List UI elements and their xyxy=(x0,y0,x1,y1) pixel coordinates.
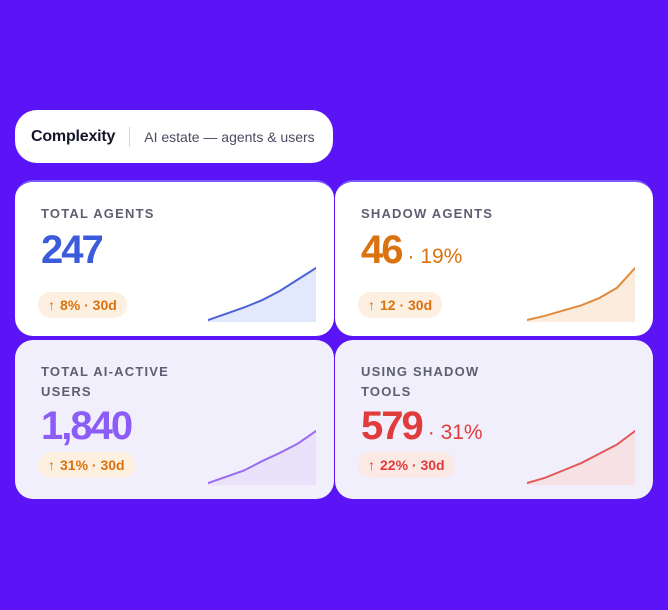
trend-badge: ↑ 12 · 30d xyxy=(358,292,443,318)
arrow-up-icon: ↑ xyxy=(48,457,55,473)
card-value: 46 xyxy=(361,228,403,272)
card-shadow-agents[interactable]: SHADOW AGENTS 46 · 19% ↑ 12 · 30d xyxy=(335,180,653,336)
card-label: TOTAL AGENTS xyxy=(41,206,155,221)
card-percentage: · 19% xyxy=(407,245,463,268)
card-value: 579 xyxy=(361,404,424,448)
arrow-up-icon: ↑ xyxy=(368,297,375,313)
sparkline-area xyxy=(527,268,635,322)
badge-text: 31% · 30d xyxy=(60,457,125,473)
header-pill: Complexity AI estate — agents & users xyxy=(15,110,333,163)
card-percentage: · 31% xyxy=(427,421,483,444)
arrow-up-icon: ↑ xyxy=(48,297,55,313)
sparkline-line xyxy=(208,430,316,484)
sparkline-line xyxy=(527,430,635,484)
header-divider xyxy=(129,126,131,147)
page-subtitle: AI estate — agents & users xyxy=(144,128,315,145)
value-row: 247 xyxy=(41,228,308,272)
sparkline-line xyxy=(208,267,316,321)
card-label: USING SHADOW TOOLS xyxy=(361,364,480,399)
sparkline-chart xyxy=(527,267,635,322)
value-row: 579 · 31% xyxy=(361,404,627,448)
card-label: TOTAL AI-ACTIVE USERS xyxy=(41,364,170,399)
sparkline-area xyxy=(208,431,316,485)
trend-badge: ↑ 22% · 30d xyxy=(358,452,455,478)
card-total-ai-active-users[interactable]: TOTAL AI-ACTIVE USERS 1,840 ↑ 31% · 30d xyxy=(15,340,334,499)
arrow-up-icon: ↑ xyxy=(368,457,375,473)
card-value: 247 xyxy=(41,228,104,272)
trend-badge: ↑ 31% · 30d xyxy=(38,452,135,478)
card-using-shadow-tools[interactable]: USING SHADOW TOOLS 579 · 31% ↑ 22% · 30d xyxy=(335,340,653,499)
card-value: 1,840 xyxy=(41,404,133,448)
value-row: 46 · 19% xyxy=(361,228,627,272)
badge-text: 22% · 30d xyxy=(380,457,445,473)
card-label: SHADOW AGENTS xyxy=(361,206,494,221)
badge-text: 12 · 30d xyxy=(380,297,433,313)
sparkline-area xyxy=(527,431,635,485)
sparkline-chart xyxy=(208,267,316,322)
sparkline-chart xyxy=(208,430,316,485)
page-title: Complexity xyxy=(31,127,116,145)
trend-badge: ↑ 8% · 30d xyxy=(38,292,127,318)
badge-text: 8% · 30d xyxy=(60,297,117,313)
sparkline-chart xyxy=(527,430,635,485)
sparkline-line xyxy=(527,267,635,321)
card-total-agents[interactable]: TOTAL AGENTS 247 ↑ 8% · 30d xyxy=(15,180,334,336)
value-row: 1,840 xyxy=(41,404,308,448)
sparkline-area xyxy=(208,268,316,322)
